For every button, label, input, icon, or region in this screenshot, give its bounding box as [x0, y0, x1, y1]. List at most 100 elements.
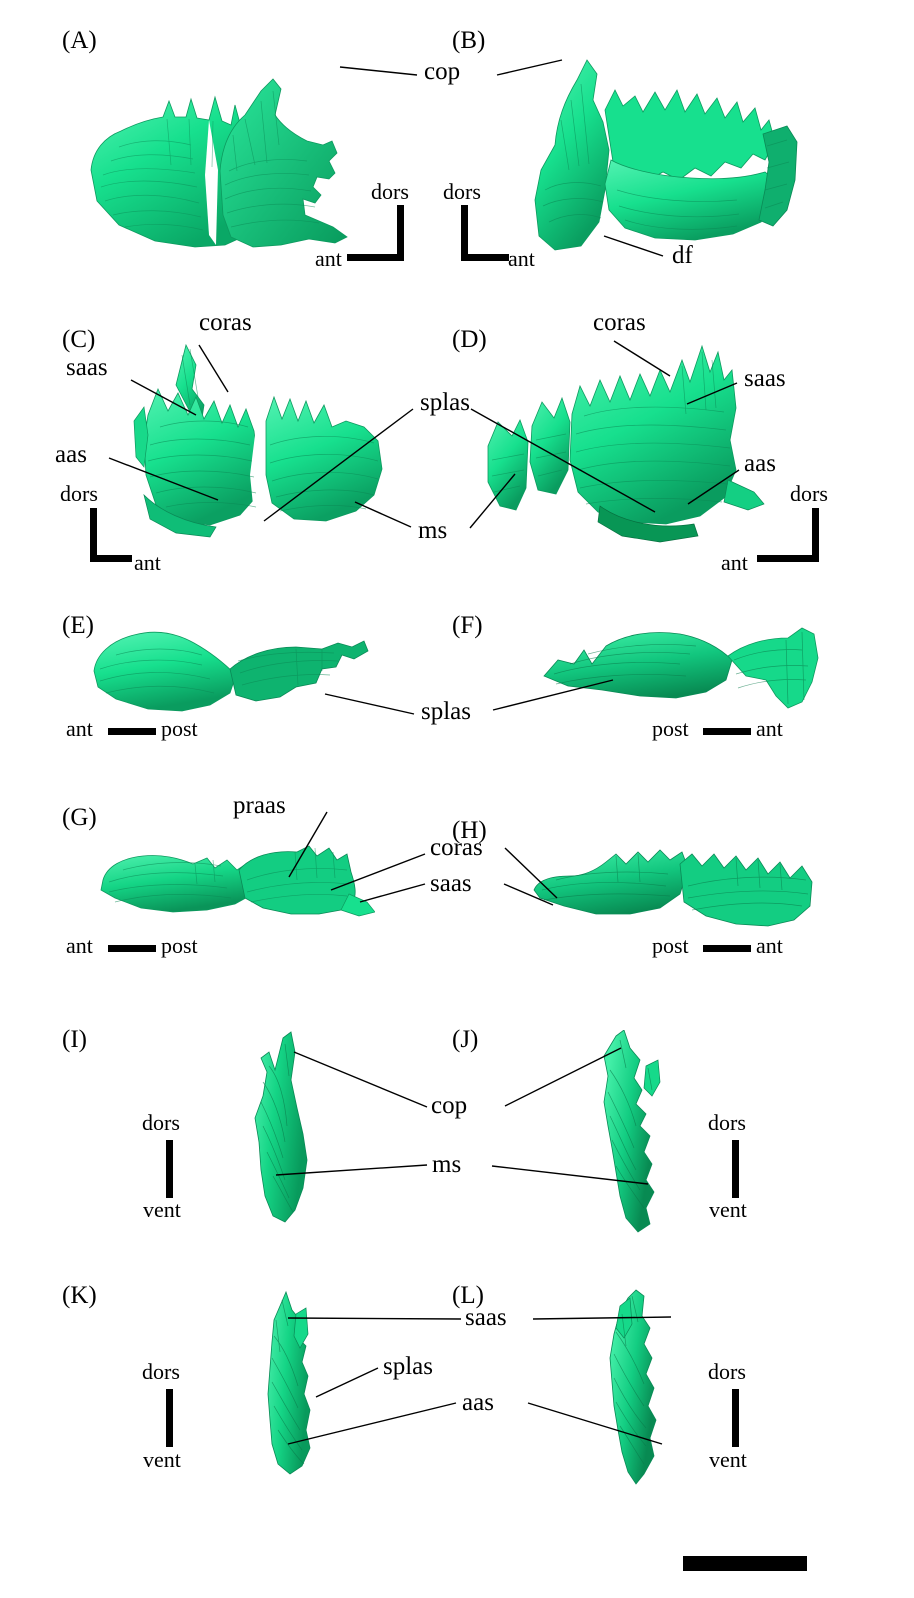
- axis-bar-vertical-J: [732, 1140, 739, 1198]
- specimen-panel-F: [543, 627, 819, 709]
- leader-ms-C: [354, 501, 412, 528]
- orient-vent-I: vent: [143, 1197, 181, 1222]
- annotation-splas-CD: splas: [420, 389, 470, 416]
- specimen-panel-A: [90, 78, 348, 248]
- specimen-panel-D: [487, 344, 765, 543]
- axis-bar-horizontal-H: [703, 945, 751, 952]
- panel-letter-I: (I): [62, 1026, 87, 1053]
- orient-post-G: post: [161, 933, 198, 958]
- specimen-panel-I: [254, 1031, 308, 1223]
- axis-bar-horizontal-A: [347, 254, 404, 261]
- orient-dors-K: dors: [142, 1359, 180, 1384]
- annotation-ms-IJ: ms: [432, 1151, 462, 1178]
- annotation-cop-row1: cop: [424, 58, 461, 85]
- orient-ant-G: ant: [66, 933, 93, 958]
- annotation-saas-D: saas: [744, 365, 786, 392]
- specimen-panel-C: [133, 343, 383, 538]
- panel-letter-K: (K): [62, 1282, 97, 1309]
- orient-vent-J: vent: [709, 1197, 747, 1222]
- leader-splas-F: [492, 679, 614, 711]
- leader-df-B: [603, 235, 664, 257]
- annotation-ms-CD: ms: [418, 517, 448, 544]
- leader-cop-J: [504, 1047, 622, 1107]
- leader-saas-L: [532, 1316, 672, 1320]
- panel-letter-G: (G): [62, 804, 97, 831]
- orient-post-E: post: [161, 716, 198, 741]
- axis-bar-horizontal-D: [757, 555, 819, 562]
- panel-letter-B: (B): [452, 27, 486, 54]
- leader-aas-D: [687, 469, 740, 505]
- axis-bar-horizontal-E: [108, 728, 156, 735]
- axis-bar-horizontal-G: [108, 945, 156, 952]
- annotation-coras-D: coras: [593, 309, 646, 336]
- specimen-panel-E: [93, 631, 369, 712]
- annotation-splas-K: splas: [383, 1353, 433, 1380]
- orient-ant-A: ant: [315, 246, 342, 271]
- specimen-panel-K: [267, 1290, 311, 1475]
- orient-vent-K: vent: [143, 1447, 181, 1472]
- orient-vent-L: vent: [709, 1447, 747, 1472]
- leader-aas-K: [287, 1402, 457, 1445]
- annotation-df: df: [672, 242, 693, 269]
- orient-dors-B: dors: [443, 179, 481, 204]
- leader-coras-C: [198, 344, 229, 393]
- axis-bar-vertical-K: [166, 1389, 173, 1447]
- leader-coras-D: [613, 340, 671, 377]
- scale-bar: [683, 1556, 807, 1571]
- leader-cop-I: [293, 1051, 428, 1108]
- orient-dors-D: dors: [790, 481, 828, 506]
- orient-dors-C: dors: [60, 481, 98, 506]
- axis-bar-vertical-A: [397, 205, 404, 261]
- orient-dors-J: dors: [708, 1110, 746, 1135]
- leader-ms-J: [491, 1165, 649, 1185]
- orient-ant-C: ant: [134, 550, 161, 575]
- leader-saas-K: [287, 1317, 462, 1320]
- axis-bar-vertical-L: [732, 1389, 739, 1447]
- axis-bar-horizontal-C: [90, 555, 132, 562]
- annotation-saas-KL: saas: [465, 1304, 507, 1331]
- orient-dors-A: dors: [371, 179, 409, 204]
- leader-splas-D: [470, 408, 656, 513]
- orient-post-F: post: [652, 716, 689, 741]
- leader-coras-G: [330, 853, 426, 891]
- orient-dors-L: dors: [708, 1359, 746, 1384]
- axis-bar-vertical-I: [166, 1140, 173, 1198]
- annotation-coras-C: coras: [199, 309, 252, 336]
- annotation-saas-C: saas: [66, 354, 108, 381]
- leader-cop-B: [496, 59, 563, 76]
- panel-letter-D: (D): [452, 326, 487, 353]
- axis-bar-vertical-C: [90, 508, 97, 562]
- orient-ant-D: ant: [721, 550, 748, 575]
- leader-praas-G: [288, 811, 328, 878]
- panel-letter-H: (H): [452, 817, 487, 844]
- specimen-panel-H: [533, 849, 813, 927]
- axis-bar-horizontal-F: [703, 728, 751, 735]
- orient-ant-H: ant: [756, 933, 783, 958]
- specimen-panel-L: [609, 1289, 657, 1485]
- panel-letter-E: (E): [62, 612, 94, 639]
- leader-aas-L: [527, 1402, 663, 1445]
- annotation-splas-EF: splas: [421, 698, 471, 725]
- annotation-aas-KL: aas: [462, 1389, 494, 1416]
- orient-post-H: post: [652, 933, 689, 958]
- orient-dors-I: dors: [142, 1110, 180, 1135]
- leader-ms-I: [275, 1164, 428, 1176]
- axis-bar-vertical-B: [461, 205, 468, 261]
- annotation-praas-G: praas: [233, 792, 286, 819]
- annotation-saas-GH: saas: [430, 870, 472, 897]
- specimen-panel-G: [100, 845, 375, 917]
- annotation-aas-C: aas: [55, 441, 87, 468]
- leader-saas-G: [359, 883, 426, 903]
- leader-splas-E: [324, 693, 415, 715]
- panel-letter-A: (A): [62, 27, 97, 54]
- leader-ms-D: [469, 473, 516, 529]
- leader-splas-K: [315, 1367, 379, 1398]
- panel-letter-L: (L): [452, 1282, 484, 1309]
- leader-cop-A: [339, 66, 418, 76]
- axis-bar-vertical-D: [812, 508, 819, 562]
- leader-saas-H: [503, 883, 554, 906]
- panel-letter-C: (C): [62, 326, 96, 353]
- leader-saas-C: [130, 379, 197, 416]
- leader-saas-D: [686, 382, 738, 405]
